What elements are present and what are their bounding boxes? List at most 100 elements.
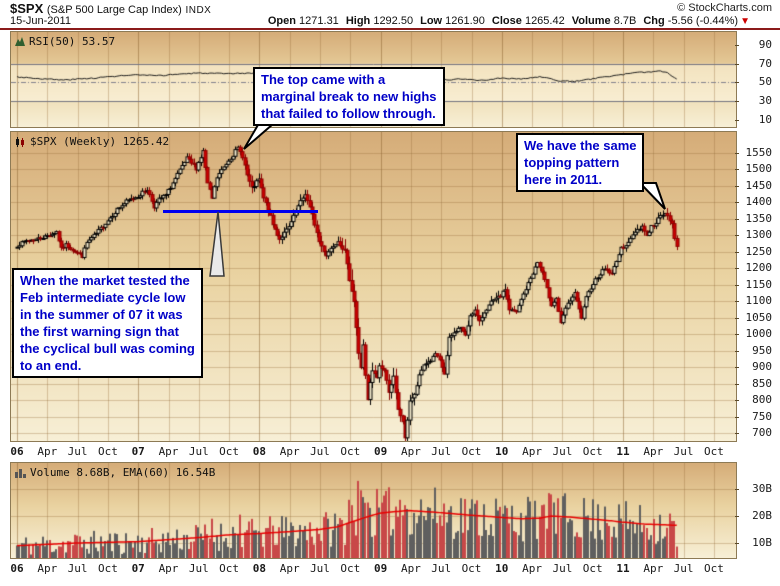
price-axis-tick-1250: 1250 [735,245,772,258]
x-axis-label-10-m48: 10 [495,445,509,458]
quote-label-open: Open [267,15,296,27]
x-axis-label-07-m12: 07 [131,445,145,458]
quote-label-chg: Chg [643,15,665,27]
rsi-label-row: RSI(50) 53.57 [15,35,115,48]
x-axis-label-jul-m18: Jul [188,562,209,575]
x-axis-label-oct-m9: Oct [97,445,118,458]
price-axis-tick-1500: 1500 [735,162,772,175]
price-axis-tick-1300: 1300 [735,228,772,241]
x-axis-label-jul-m66: Jul [673,562,694,575]
rsi-axis-tick-90: 90 [735,38,772,51]
x-axis-label-jul-m54: Jul [552,562,573,575]
symbol-exchange: INDX [185,5,212,16]
x-axis-label-apr-m27: Apr [279,445,300,458]
rsi-axis-tick-30: 30 [735,94,772,107]
x-axis-label-apr-m15: Apr [158,562,179,575]
price-axis-tick-1000: 1000 [735,327,772,340]
symbol-name: (S&P 500 Large Cap Index) [46,4,182,16]
x-axis-label-jul-m6: Jul [67,562,88,575]
quote-value-high: 1292.50 [370,15,414,27]
x-axis-label-jul-m30: Jul [310,445,330,458]
price-axis-tick-900: 900 [735,360,772,373]
x-axis-label-oct-m57: Oct [582,445,603,458]
x-axis-label-08-m24: 08 [252,562,267,575]
x-axis-label-jul-m18: Jul [188,445,209,458]
quote-value-close: 1265.42 [521,15,565,27]
x-axis-label-apr-m27: Apr [279,562,300,575]
rsi-axis-tick-70: 70 [735,57,772,70]
x-axis-label-07-m12: 07 [131,562,145,575]
x-axis-label-apr-m51: Apr [522,445,543,458]
quote-row: Open 1271.31 High 1292.50 Low 1261.90 Close… [261,15,750,27]
price-axis-tick-800: 800 [735,393,772,406]
x-axis-price: 06 Apr Jul Oct 07 Apr Jul Oct 08 Apr Jul Oct 09 Apr Ju… [0,444,780,460]
x-axis-label-oct-m45: Oct [461,445,482,458]
volume-label-row: Volume 8.68B, EMA(60) 16.54B [15,466,215,479]
x-axis-label-08-m24: 08 [252,445,267,458]
annotation-2007-top[interactable]: The top came with a marginal break to ne… [253,67,445,126]
quote-value-open: 1271.31 [295,15,339,27]
volume-axis-tick-10B: 10B [735,536,772,549]
volume-panel: Volume 8.68B, EMA(60) 16.54B [10,462,737,559]
x-axis-label-oct-m57: Oct [582,562,603,575]
price-label: $SPX (Weekly) 1265.42 [30,135,170,148]
volume-axis-tick-30B: 30B [735,482,772,495]
volume-label: Volume 8.68B, EMA(60) 16.54B [30,466,216,479]
price-axis-tick-1050: 1050 [735,311,772,324]
x-axis-label-09-m36: 09 [373,562,388,575]
x-axis-label-oct-m69: Oct [703,562,724,575]
price-axis-tick-1550: 1550 [735,146,772,159]
symbol: $SPX [10,1,44,16]
copyright: © StockCharts.com [677,2,772,14]
x-axis-label-11-m60: 11 [616,445,630,458]
price-axis-tick-950: 950 [735,344,772,357]
quote-label-close: Close [491,15,522,27]
quote-value-chg: -5.56 (-0.44%) [664,15,739,27]
x-axis-label-oct-m21: Oct [219,445,240,458]
x-axis-label-oct-m69: Oct [703,445,724,458]
x-axis-volume: 06 Apr Jul Oct 07 Apr Jul Oct 08 Apr Jul Oct 09 Apr Ju… [0,561,780,577]
x-axis-label-jul-m30: Jul [310,562,330,575]
x-axis-label-apr-m3: Apr [37,562,58,575]
quote-value-volume: 8.7B [610,15,637,27]
x-axis-label-jul-m6: Jul [67,445,88,458]
x-axis-label-jul-m54: Jul [552,445,573,458]
price-axis-tick-750: 750 [735,410,772,423]
chart-date: 15-Jun-2011 [10,15,71,27]
x-axis-label-apr-m15: Apr [158,445,179,458]
quote-label-high: High [345,15,371,27]
x-axis-label-apr-m63: Apr [643,445,664,458]
x-axis-label-11-m60: 11 [616,562,630,575]
price-axis-tick-1450: 1450 [735,179,772,192]
quote-label-low: Low [420,15,443,27]
x-axis-label-06-m0: 06 [10,562,24,575]
price-axis-tick-850: 850 [735,377,772,390]
x-axis-label-oct-m33: Oct [340,445,361,458]
price-axis-tick-1100: 1100 [735,294,772,307]
x-axis-label-apr-m63: Apr [643,562,664,575]
x-axis-label-09-m36: 09 [373,445,388,458]
volume-canvas [11,463,736,558]
price-axis-tick-1400: 1400 [735,195,772,208]
price-axis-tick-1200: 1200 [735,261,772,274]
support-line-annotation[interactable] [163,210,318,213]
price-label-row: $SPX (Weekly) 1265.42 [15,135,169,148]
volume-axis-tick-20B: 20B [735,509,772,522]
symbol-title: $SPX (S&P 500 Large Cap Index) INDX [10,1,211,16]
x-axis-label-apr-m3: Apr [37,445,58,458]
rsi-axis-tick-50: 50 [735,75,772,88]
x-axis-label-apr-m39: Apr [400,562,421,575]
x-axis-label-oct-m21: Oct [219,562,240,575]
x-axis-label-apr-m39: Apr [400,445,421,458]
annotation-2007-warning[interactable]: When the market tested the Feb intermedi… [12,268,203,378]
header-divider [0,28,780,30]
x-axis-label-jul-m66: Jul [673,445,694,458]
x-axis-label-jul-m42: Jul [431,445,452,458]
x-axis-label-apr-m51: Apr [522,562,543,575]
annotation-2011-top[interactable]: We have the same topping pattern here in… [516,133,645,192]
price-axis-tick-700: 700 [735,426,772,439]
x-axis-label-jul-m42: Jul [431,562,452,575]
x-axis-label-oct-m33: Oct [340,562,361,575]
rsi-label: RSI(50) 53.57 [29,35,116,48]
